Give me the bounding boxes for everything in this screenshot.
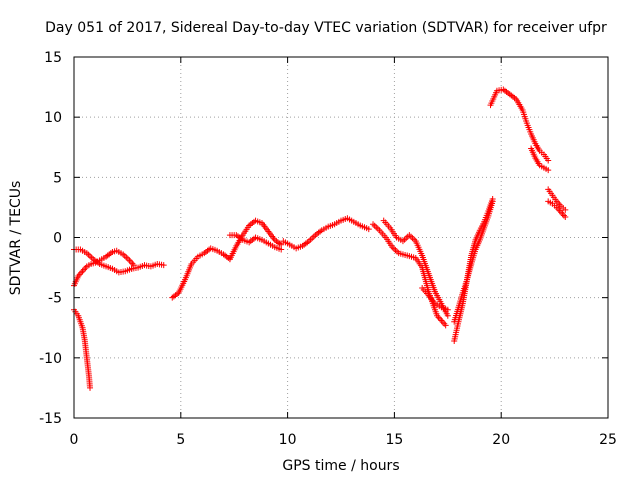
x-tick-label: 0 [70, 432, 79, 448]
series-trace-9 [370, 221, 449, 329]
y-tick-label: -10 [39, 351, 62, 367]
series-trace-13 [451, 198, 496, 325]
data-point [160, 262, 167, 269]
y-axis-label: SDTVAR / TECUs [8, 181, 24, 296]
y-tick-label: 10 [44, 110, 62, 126]
chart-title: Day 051 of 2017, Sidereal Day-to-day VTE… [45, 20, 607, 36]
series-trace-6 [226, 217, 285, 263]
data-point [545, 167, 552, 174]
series-trace-7 [226, 232, 285, 253]
y-tick-label: 5 [53, 170, 62, 186]
x-tick-label: 20 [492, 432, 510, 448]
data-point [87, 384, 94, 391]
series-trace-15 [528, 145, 552, 174]
data-point [489, 198, 496, 205]
x-axis-label: GPS time / hours [282, 458, 399, 474]
x-tick-label: 15 [385, 432, 403, 448]
series-trace-5 [169, 245, 233, 301]
x-tick-label: 5 [176, 432, 185, 448]
series-trace-14 [487, 86, 552, 164]
y-tick-label: -5 [48, 291, 62, 307]
series-trace-10 [380, 217, 451, 319]
series-trace-11 [419, 285, 451, 313]
plot-frame [73, 56, 609, 419]
data-point [278, 246, 285, 253]
series-trace-1 [71, 306, 94, 391]
y-tick-labels: 15 10 5 0 -5 -10 -15 [39, 50, 62, 427]
data-point [545, 157, 552, 164]
y-tick-label: 0 [53, 231, 62, 247]
data-point [444, 312, 451, 319]
series-trace-16 [545, 186, 569, 213]
y-tick-label: -15 [39, 411, 62, 427]
data-point [562, 206, 569, 213]
series-trace-2 [71, 247, 137, 289]
data-points [71, 86, 569, 391]
x-tick-label: 25 [599, 432, 617, 448]
series-trace-8 [280, 215, 372, 252]
series-trace-4 [128, 260, 167, 272]
data-point [365, 226, 372, 233]
data-point [562, 214, 569, 221]
x-tick-labels: 0 5 10 15 20 25 [70, 432, 617, 448]
data-point [442, 322, 449, 329]
series-trace-17 [545, 198, 569, 221]
x-tick-label: 10 [279, 432, 297, 448]
data-point [444, 306, 451, 313]
grid-lines [74, 57, 608, 418]
y-tick-label: 15 [44, 50, 62, 66]
